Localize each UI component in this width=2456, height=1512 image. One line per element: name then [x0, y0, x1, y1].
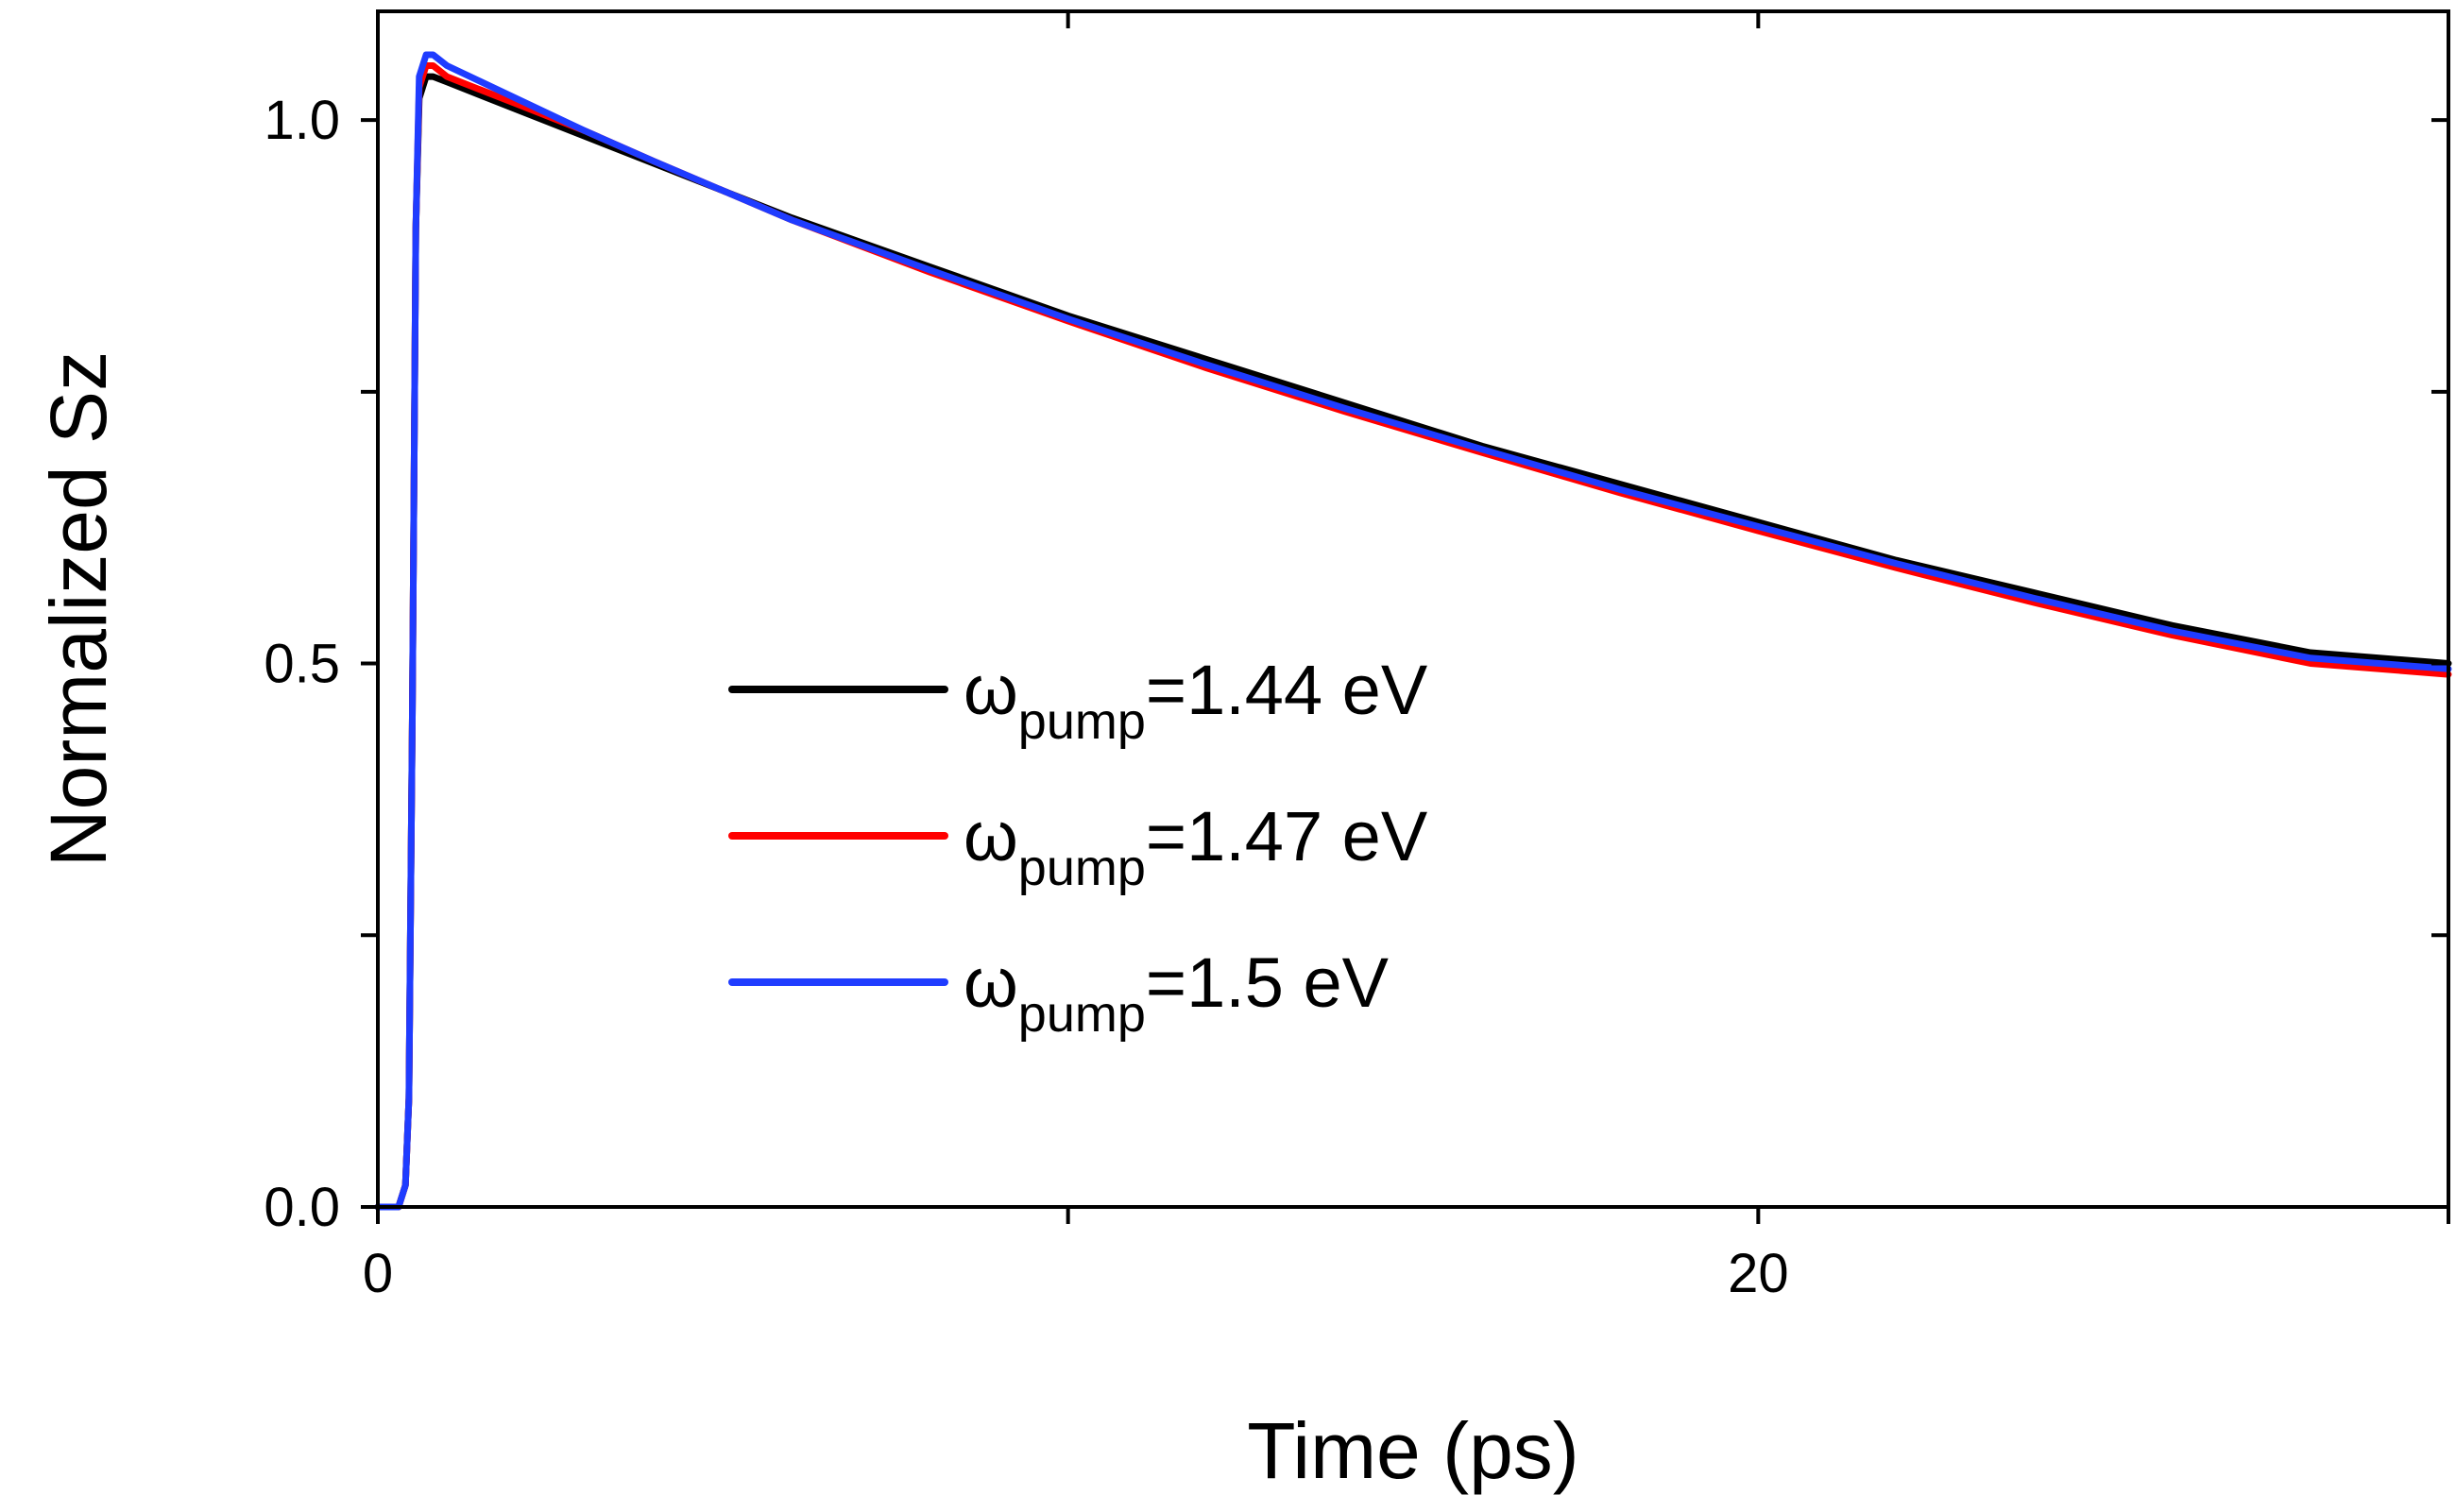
x-tick-label: 0 [363, 1243, 393, 1304]
legend-label-2: ωpump=1.47 eV [964, 797, 1428, 896]
legend-label-3: ωpump=1.5 eV [964, 943, 1390, 1043]
x-tick-label: 20 [1728, 1243, 1789, 1304]
series-line-1 [374, 73, 2452, 1211]
series-line-3 [374, 51, 2452, 1211]
series-line-2 [374, 62, 2452, 1211]
y-axis-title: Normalized Sz [34, 351, 123, 867]
y-tick-label: 1.0 [264, 90, 340, 151]
y-tick-label: 0.0 [264, 1177, 340, 1238]
y-tick-label: 0.5 [264, 634, 340, 695]
x-axis-title: Time (ps) [1247, 1406, 1579, 1495]
tick-labels: 0 20 0.0 0.5 1.0 [264, 90, 1788, 1304]
plot-frame [376, 9, 2450, 1209]
series-layer [374, 51, 2452, 1211]
legend-label-1: ωpump=1.44 eV [964, 651, 1428, 750]
legend: ωpump=1.44 eV ωpump=1.47 eV ωpump=1.5 eV [728, 651, 1428, 1043]
ticks-layer [361, 11, 2450, 1224]
